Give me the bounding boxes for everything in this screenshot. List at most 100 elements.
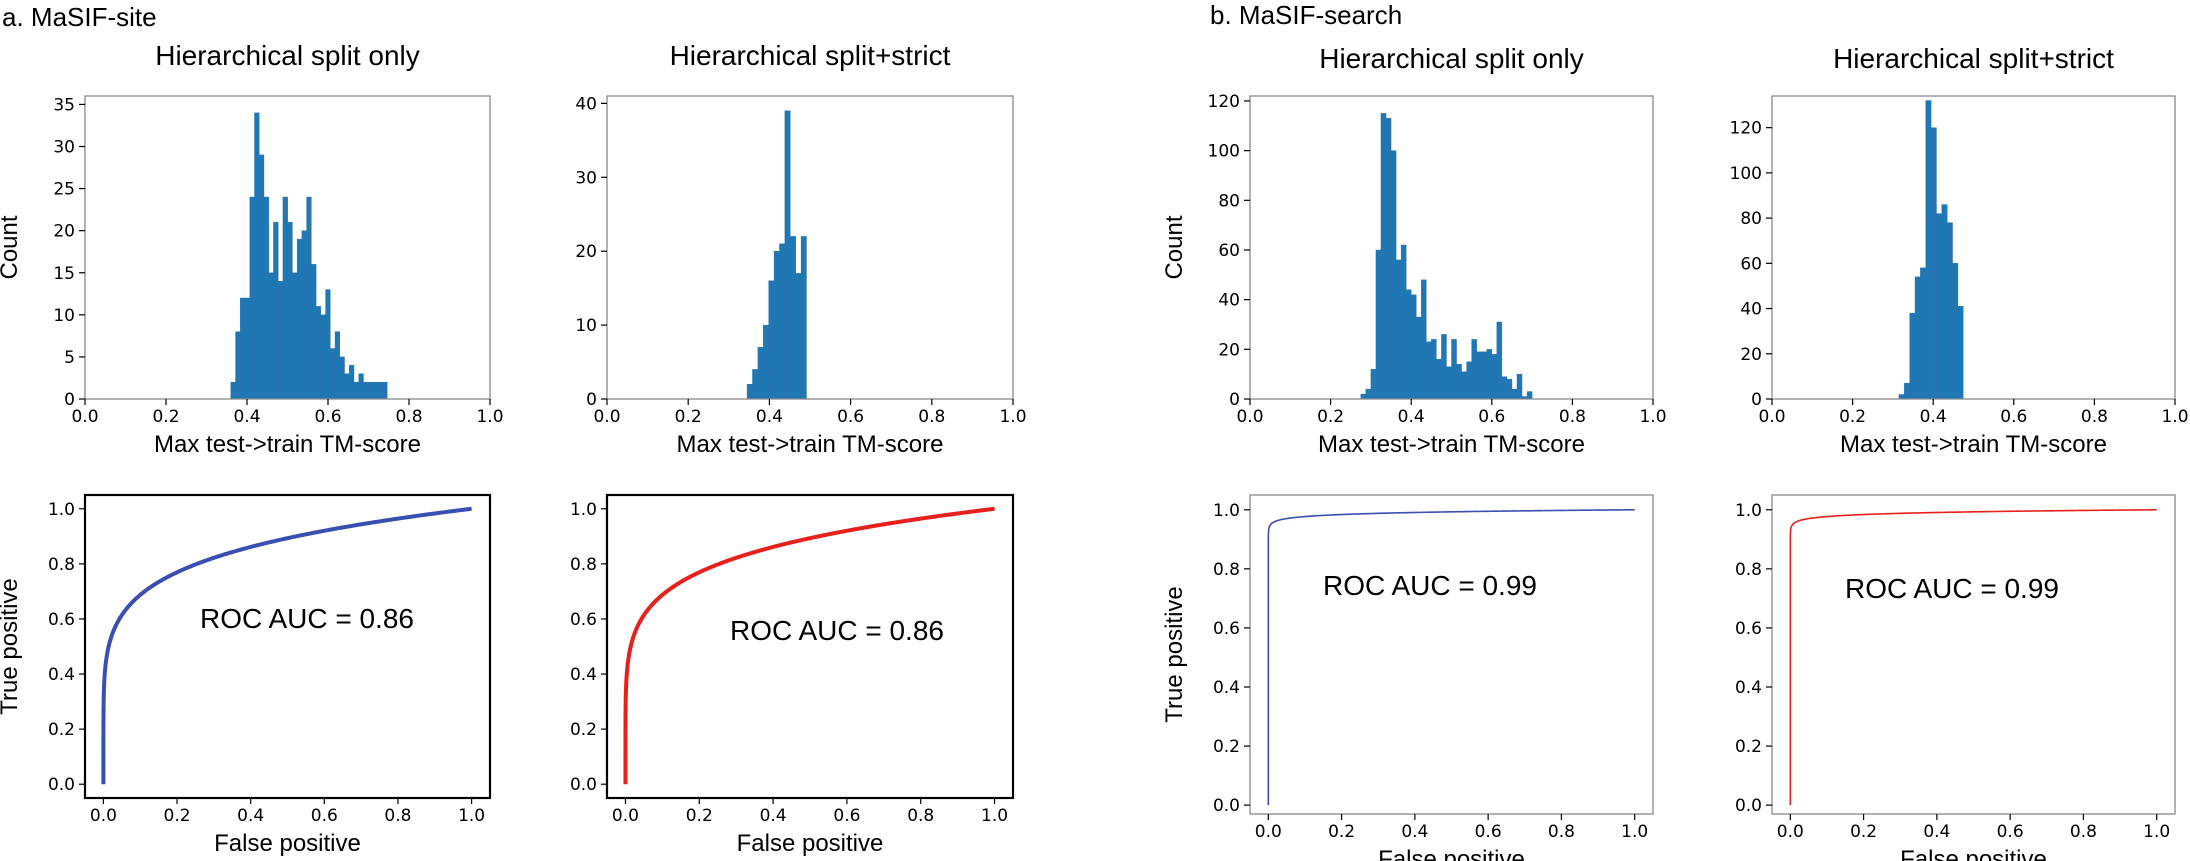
histogram-bar [1431,339,1437,400]
y-tick-label: 0.4 [570,665,597,685]
y-tick-label: 0.0 [1213,796,1240,816]
histogram-bar [1486,349,1492,400]
y-tick-label: 40 [575,94,597,114]
x-tick-label: 0.8 [1548,822,1575,842]
y-axis-label: True positive [1161,586,1188,723]
chart-4: ROC AUC = 0.86 0.0 0.2 0.4 0.6 0.8 1.0 0.0 0.2 0.… [570,493,1015,857]
x-axis-label: Max test->train TM-score [1318,431,1585,458]
histogram-bar [292,272,298,400]
x-axis-label: False positive [737,830,884,857]
x-axis-label: Max test->train TM-score [154,431,421,458]
histogram-bar [325,289,331,400]
x-tick-label: 0.4 [237,806,264,826]
x-tick-label: 1.0 [2143,822,2170,842]
histogram-bar [382,381,388,400]
x-tick-label: 0.0 [593,407,620,427]
x-axis-label: Max test->train TM-score [1840,431,2107,458]
x-axis-label: Max test->train TM-score [677,431,944,458]
x-tick-label: 1.0 [981,806,1008,826]
histogram-bar [372,381,378,400]
y-tick-label: 100 [1730,164,1762,184]
x-tick-label: 0.2 [1850,822,1877,842]
chart-5: Hierarchical split only 0.0 0.2 0.4 0.6 0.8 1.… [1161,43,1667,458]
roc-auc-annotation: ROC AUC = 0.99 [1845,573,2059,604]
x-tick-label: 0.4 [756,407,783,427]
y-tick-label: 120 [1208,92,1240,112]
y-tick-label: 0.0 [48,775,75,795]
chart-title: Hierarchical split+strict [1833,43,2114,74]
histogram-bar [263,196,269,400]
y-tick-label: 20 [1218,340,1240,360]
histogram-bar [240,297,246,400]
y-tick-label: 120 [1730,119,1762,139]
x-tick-label: 0.2 [1317,407,1344,427]
histogram-bar [1904,382,1910,400]
histogram-bar [1496,321,1503,400]
histogram-bar [1491,354,1498,400]
y-tick-label: 0.8 [570,555,597,575]
histogram-bar [1526,391,1533,400]
x-tick-label: 0.2 [1328,822,1355,842]
y-tick-label: 15 [53,264,75,284]
x-tick-label: 0.8 [2081,407,2108,427]
histogram-bar [1506,378,1513,400]
histogram-bar [1456,364,1462,400]
x-tick-label: 0.2 [152,407,179,427]
x-tick-label: 1.0 [1639,407,1666,427]
histogram-bar [1416,316,1422,400]
x-tick-label: 0.0 [90,806,117,826]
x-tick-label: 0.2 [1839,407,1866,427]
histogram-bar [301,230,307,400]
x-axis-label: False positive [214,830,361,857]
y-tick-label: 40 [1218,291,1240,311]
histogram-bar [768,280,775,400]
histogram-bar [1426,341,1432,400]
histogram-bar [1446,366,1452,400]
histogram-bar [344,373,350,400]
histogram-bar [1516,373,1523,400]
y-tick-label: 0.4 [1735,678,1762,698]
histogram-bar [1436,359,1442,400]
axes-frame [1249,494,1654,815]
histogram-bar [349,365,355,400]
histogram-bar [752,369,759,400]
histogram-bar [1476,351,1482,400]
x-tick-label: 0.0 [1255,822,1282,842]
y-tick-label: 40 [1740,300,1762,320]
y-tick-label: 5 [64,348,75,368]
x-tick-label: 0.8 [384,806,411,826]
y-axis-label: Count [1161,215,1188,279]
roc-curve [623,506,995,785]
histogram-bar [268,272,274,400]
roc-curve [101,506,472,785]
roc-auc-annotation: ROC AUC = 0.86 [730,615,944,646]
histogram-bar [1957,306,1964,400]
histogram-bar [1421,279,1427,400]
y-tick-label: 0.0 [1735,796,1762,816]
y-tick-label: 60 [1218,241,1240,261]
plots-group: Hierarchical split only 0.0 0.2 0.4 0.6 0.8 1.… [0,40,2189,861]
y-tick-label: 80 [1218,191,1240,211]
histogram-bar [1481,351,1487,400]
y-tick-label: 1.0 [1735,501,1762,521]
y-tick-label: 0.4 [48,665,75,685]
y-tick-label: 20 [1740,345,1762,365]
x-tick-label: 0.8 [918,407,945,427]
x-tick-label: 0.6 [837,407,864,427]
histogram-bar [1410,294,1417,400]
y-tick-label: 1.0 [48,500,75,520]
histogram-bar [311,264,317,400]
y-tick-label: 35 [53,95,75,115]
y-tick-label: 10 [53,306,75,326]
x-tick-label: 0.0 [71,407,98,427]
histogram-bar [235,331,241,400]
x-tick-label: 0.8 [1559,407,1586,427]
y-tick-label: 60 [1740,254,1762,274]
histogram-bar [334,331,340,400]
y-tick-label: 30 [53,138,75,158]
histogram-bar [1390,150,1397,400]
y-tick-label: 0.2 [1213,737,1240,757]
axes-frame [605,493,1015,800]
histogram-bar [339,356,345,400]
